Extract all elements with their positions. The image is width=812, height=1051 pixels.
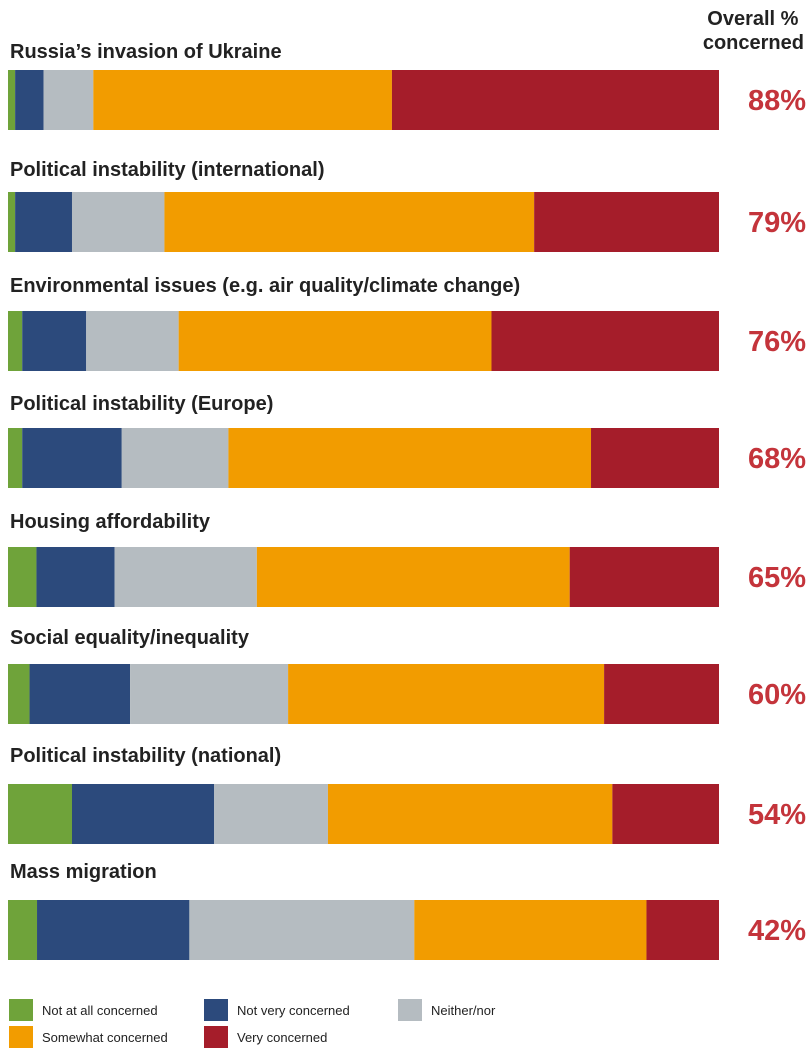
bar-segment-not-at-all-concerned: [8, 428, 23, 488]
bar-segment-very-concerned: [604, 664, 719, 724]
bar-segment-not-at-all-concerned: [8, 784, 72, 844]
chart-rows: Russia’s invasion of Ukraine 88% Political…: [8, 41, 806, 960]
bar-segment-not-at-all-concerned: [8, 900, 38, 960]
bar-segment-somewhat-concerned: [164, 192, 535, 252]
bar-segment-neither-nor: [130, 664, 289, 724]
overall-value: 54%: [748, 799, 806, 831]
bar-segment-neither-nor: [214, 784, 328, 844]
category-label: Environmental issues (e.g. air quality/c…: [10, 275, 520, 297]
category-label: Mass migration: [10, 861, 157, 883]
bar-segment-not-at-all-concerned: [8, 311, 23, 371]
bar-row: Mass migration 42%: [8, 861, 806, 960]
bar-segment-not-at-all-concerned: [8, 547, 37, 607]
category-label: Political instability (Europe): [10, 393, 273, 415]
bar-segment-very-concerned: [534, 192, 719, 252]
bar-segment-neither-nor: [189, 900, 415, 960]
bar-segment-somewhat-concerned: [93, 70, 392, 130]
category-label: Political instability (national): [10, 745, 281, 767]
bar-row: Environmental issues (e.g. air quality/c…: [8, 275, 806, 371]
overall-value: 65%: [748, 562, 806, 594]
legend-label: Very concerned: [237, 1030, 327, 1045]
bar-row: Political instability (international) 79%: [8, 159, 806, 252]
legend-label: Not at all concerned: [42, 1003, 158, 1018]
legend-label: Neither/nor: [431, 1003, 496, 1018]
legend-swatch: [9, 999, 33, 1021]
bar-row: Political instability (Europe) 68%: [8, 393, 806, 488]
bar-segment-not-very-concerned: [29, 664, 131, 724]
bar-segment-somewhat-concerned: [288, 664, 605, 724]
overall-value: 79%: [748, 207, 806, 239]
bar-segment-somewhat-concerned: [178, 311, 492, 371]
bar-segment-not-very-concerned: [15, 192, 72, 252]
overall-value: 68%: [748, 443, 806, 475]
legend-swatch: [204, 999, 228, 1021]
bar-segment-very-concerned: [391, 70, 719, 130]
category-label: Social equality/inequality: [10, 627, 250, 649]
bar-row: Social equality/inequality 60%: [8, 627, 806, 724]
legend: Not at all concerned Not very concerned Ne…: [9, 999, 496, 1048]
bar-segment-not-at-all-concerned: [8, 70, 16, 130]
bar-row: Political instability (national) 54%: [8, 745, 806, 844]
overall-value: 60%: [748, 679, 806, 711]
bar-segment-not-very-concerned: [22, 428, 122, 488]
bar-segment-neither-nor: [86, 311, 179, 371]
bar-segment-not-very-concerned: [71, 784, 215, 844]
bar-segment-neither-nor: [121, 428, 229, 488]
legend-swatch: [204, 1026, 228, 1048]
bar-segment-somewhat-concerned: [327, 784, 613, 844]
bar-segment-somewhat-concerned: [414, 900, 647, 960]
bar-segment-not-very-concerned: [37, 900, 190, 960]
bar-segment-not-at-all-concerned: [8, 192, 16, 252]
category-label: Russia’s invasion of Ukraine: [10, 41, 282, 63]
bar-segment-very-concerned: [591, 428, 719, 488]
overall-value: 76%: [748, 326, 806, 358]
bar-row: Russia’s invasion of Ukraine 88%: [8, 41, 806, 130]
legend-swatch: [398, 999, 422, 1021]
legend-swatch: [9, 1026, 33, 1048]
bar-segment-very-concerned: [569, 547, 719, 607]
bar-segment-very-concerned: [646, 900, 719, 960]
bar-segment-neither-nor: [43, 70, 94, 130]
overall-value: 42%: [748, 915, 806, 947]
bar-segment-somewhat-concerned: [256, 547, 570, 607]
bar-segment-not-very-concerned: [15, 70, 44, 130]
bar-segment-not-very-concerned: [36, 547, 115, 607]
legend-label: Somewhat concerned: [42, 1030, 168, 1045]
overall-header: Overall % concerned: [703, 8, 804, 54]
overall-value: 88%: [748, 85, 806, 117]
bar-segment-neither-nor: [114, 547, 257, 607]
bar-segment-somewhat-concerned: [228, 428, 592, 488]
overall-header-text: Overall % concerned: [703, 8, 804, 54]
bar-segment-very-concerned: [491, 311, 719, 371]
bar-row: Housing affordability 65%: [8, 511, 806, 607]
bar-segment-not-very-concerned: [22, 311, 87, 371]
bar-segment-not-at-all-concerned: [8, 664, 30, 724]
category-label: Political instability (international): [10, 159, 324, 181]
legend-label: Not very concerned: [237, 1003, 350, 1018]
bar-segment-neither-nor: [71, 192, 165, 252]
bar-segment-very-concerned: [612, 784, 719, 844]
category-label: Housing affordability: [10, 511, 211, 533]
